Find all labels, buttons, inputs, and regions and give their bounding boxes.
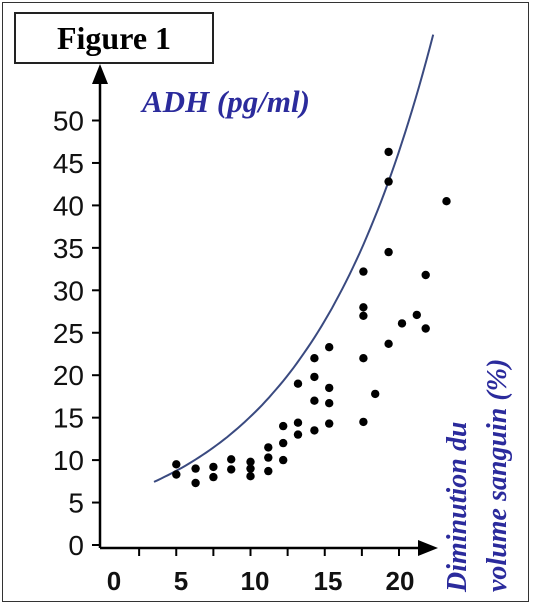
- y-tick-label: 50: [53, 106, 84, 137]
- data-point: [325, 399, 334, 408]
- data-point: [293, 430, 303, 439]
- figure-frame: [2, 2, 529, 602]
- data-point: [384, 247, 393, 257]
- x-axis-title-line1: Diminution du: [442, 422, 473, 593]
- data-point: [279, 438, 288, 448]
- data-point: [310, 372, 319, 382]
- data-point: [172, 470, 181, 479]
- data-point: [264, 443, 273, 452]
- data-point: [359, 417, 368, 427]
- data-point: [359, 267, 368, 276]
- data-point: [209, 462, 218, 472]
- data-point: [412, 310, 421, 320]
- data-point: [310, 396, 319, 405]
- data-point: [227, 455, 236, 464]
- y-tick-label: 25: [53, 318, 84, 349]
- data-point: [397, 319, 407, 328]
- data-point: [310, 354, 319, 363]
- x-axis-title-line2: volume sanguin (%): [482, 359, 513, 592]
- x-tick-label: 15: [314, 566, 343, 596]
- y-tick-label: 35: [53, 233, 84, 264]
- data-point: [172, 460, 181, 469]
- data-point: [279, 455, 288, 465]
- y-tick-label: 5: [68, 488, 84, 519]
- data-point: [325, 343, 334, 352]
- data-point: [246, 457, 255, 466]
- data-point: [293, 379, 303, 388]
- data-point: [227, 465, 236, 474]
- data-point: [384, 339, 393, 348]
- data-points: [172, 147, 451, 488]
- y-axis-title: ADH (pg/ml): [140, 84, 310, 119]
- data-point: [359, 303, 368, 312]
- data-point: [310, 426, 319, 435]
- x-tick-label: 0: [107, 566, 121, 596]
- axes: [92, 64, 438, 556]
- x-ticks: 0 5 10 15 20: [107, 548, 415, 596]
- data-point: [191, 464, 200, 473]
- data-point: [264, 466, 273, 476]
- trend-curve: [153, 34, 435, 483]
- data-point: [279, 421, 288, 431]
- x-axis-arrow: [418, 540, 438, 556]
- data-point: [421, 324, 430, 333]
- data-point: [191, 478, 200, 488]
- y-tick-label: 10: [53, 445, 84, 476]
- data-point: [359, 354, 368, 363]
- data-point: [246, 464, 255, 473]
- data-point: [264, 453, 273, 462]
- data-point: [359, 311, 368, 320]
- data-point: [371, 389, 380, 399]
- x-tick-label: 5: [174, 566, 188, 596]
- data-point: [209, 472, 218, 482]
- data-point: [325, 419, 334, 428]
- data-point: [442, 197, 451, 206]
- x-axis-title-group: Diminution du: [442, 422, 473, 593]
- y-tick-label: 15: [53, 403, 84, 434]
- x-tick-label: 10: [241, 566, 270, 596]
- y-ticks: 0 5 10 15 20 25 30 35 40 45 50: [53, 106, 100, 561]
- data-point: [246, 472, 255, 481]
- y-tick-label: 45: [53, 148, 84, 179]
- figure-title: Figure 1: [14, 12, 214, 64]
- data-point: [325, 383, 334, 393]
- y-tick-label: 40: [53, 190, 84, 221]
- y-axis-arrow: [92, 64, 108, 84]
- y-tick-label: 20: [53, 360, 84, 391]
- data-point: [384, 147, 393, 157]
- y-tick-label: 0: [68, 530, 84, 561]
- y-tick-label: 30: [53, 275, 84, 306]
- data-point: [384, 177, 393, 186]
- x-axis-title-group-2: volume sanguin (%): [482, 359, 513, 592]
- data-point: [421, 270, 430, 280]
- x-tick-label: 20: [386, 566, 415, 596]
- data-point: [293, 418, 303, 427]
